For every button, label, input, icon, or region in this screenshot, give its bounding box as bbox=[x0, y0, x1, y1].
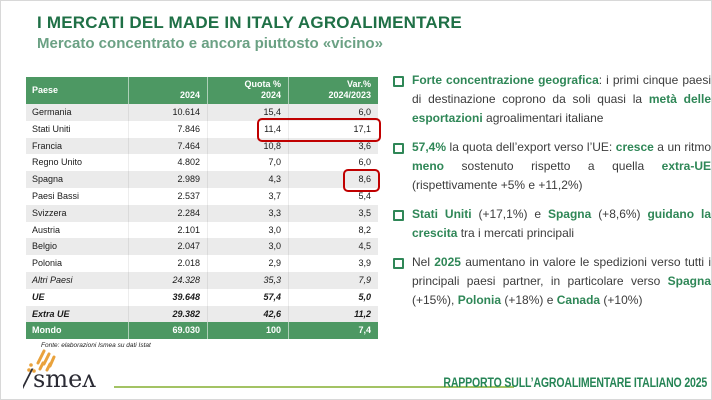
svg-text:/: / bbox=[23, 364, 34, 391]
square-bullet-icon bbox=[393, 76, 404, 87]
column-header-quota: Quota % 2024 bbox=[208, 77, 289, 104]
page-title: I MERCATI DEL MADE IN ITALY AGROALIMENTA… bbox=[37, 13, 462, 32]
export-table: Paese 2024 Quota % 2024 Var.% 2024/2023 Ge… bbox=[26, 77, 378, 340]
ismea-logo: / smeʌ bbox=[23, 349, 96, 391]
bullet-concentrazione: Forte concentrazione geografica: i primi… bbox=[393, 71, 711, 128]
bullet-2025: Nel 2025 aumentano in valore le spedizio… bbox=[393, 253, 711, 310]
table-row-altri-paesi: Altri Paesi 24.328 35,3 7,9 bbox=[26, 271, 378, 289]
table-row: Spagna 2.989 4,3 8,6 bbox=[26, 171, 378, 188]
source-note: Fonte: elaborazioni Ismea su dati Istat bbox=[41, 342, 151, 349]
column-header-2024: 2024 bbox=[129, 77, 208, 104]
table-row: Austria 2.101 3,0 8,2 bbox=[26, 221, 378, 239]
table-header-row: Paese 2024 Quota % 2024 Var.% 2024/2023 bbox=[26, 77, 378, 104]
bullet-text: Nel 2025 aumentano in valore le spedizio… bbox=[412, 255, 711, 307]
table-row-ue: UE 39.648 57,4 5,0 bbox=[26, 288, 378, 306]
table-row: Svizzera 2.284 3,3 3,5 bbox=[26, 204, 378, 222]
svg-text:smeʌ: smeʌ bbox=[33, 365, 96, 391]
bullet-crescita: Stati Uniti (+17,1%) e Spagna (+8,6%) gu… bbox=[393, 205, 711, 243]
table-row-extra-ue: Extra UE 29.382 42,6 11,2 bbox=[26, 305, 378, 323]
square-bullet-icon bbox=[393, 143, 404, 154]
report-title: RAPPORTO SULL’AGROALIMENTARE ITALIANO 20… bbox=[443, 375, 707, 390]
footer-divider-line bbox=[114, 386, 514, 388]
column-header-var: Var.% 2024/2023 bbox=[328, 79, 371, 100]
square-bullet-icon bbox=[393, 258, 404, 269]
table-row: Francia 7.464 10,8 3,6 bbox=[26, 137, 378, 155]
table-row: Paesi Bassi 2.537 3,7 5,4 bbox=[26, 187, 378, 205]
table-row: Polonia 2.018 2,9 3,9 bbox=[26, 255, 378, 272]
bullet-text: Stati Uniti (+17,1%) e Spagna (+8,6%) gu… bbox=[412, 207, 711, 240]
square-bullet-icon bbox=[393, 210, 404, 221]
table-row: Germania 10.614 15,4 6,0 bbox=[26, 104, 378, 121]
bullet-quota-ue: 57,4% la quota dell’export verso l’UE: c… bbox=[393, 138, 711, 195]
bullet-text: 57,4% la quota dell’export verso l’UE: c… bbox=[412, 140, 711, 192]
page-subtitle: Mercato concentrato e ancora piuttosto «… bbox=[37, 35, 383, 52]
table-row-mondo: Mondo 69.030 100 7,4 bbox=[26, 322, 378, 340]
bullet-text: Forte concentrazione geografica: i primi… bbox=[412, 73, 712, 125]
table-row: Stati Uniti 7.846 11,4 17,1 bbox=[26, 120, 378, 138]
table-row: Belgio 2.047 3,0 4,5 bbox=[26, 238, 378, 256]
key-points-panel: Forte concentrazione geografica: i primi… bbox=[393, 71, 711, 320]
table-row: Regno Unito 4.802 7,0 6,0 bbox=[26, 154, 378, 172]
column-header-paese: Paese bbox=[26, 77, 129, 104]
